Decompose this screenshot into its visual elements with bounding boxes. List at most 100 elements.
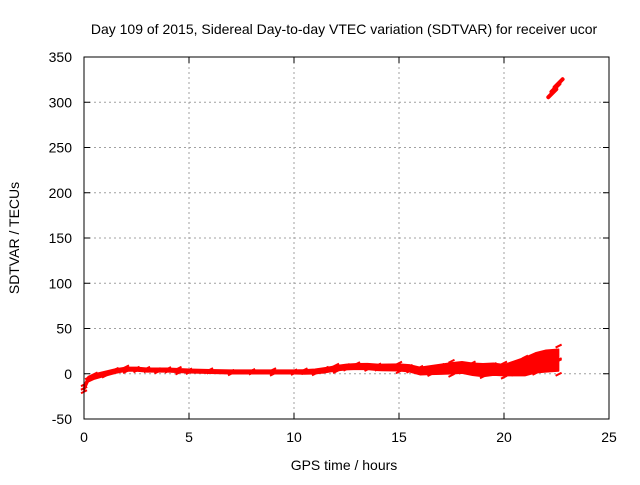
data-point [322,365,329,371]
x-tick-label: 0 [80,429,88,445]
data-point [364,367,371,372]
outlier-point [552,77,565,90]
data-point [248,368,256,373]
data-point [490,370,497,375]
data-point [532,370,539,376]
data-point [269,369,277,375]
data-point [301,367,308,373]
data-point [133,368,140,374]
data-point [395,369,403,375]
data-point [532,357,539,363]
data-point [84,375,92,381]
data-point [416,369,424,375]
plot-frame [83,56,610,420]
data-point [364,363,371,369]
data-point [269,371,277,377]
data-point [353,361,361,367]
data-point [448,365,455,371]
x-tick-label: 5 [185,429,193,445]
y-tick-label: 350 [49,49,73,65]
x-tick-label: 15 [391,429,407,445]
data-point [154,367,161,372]
data-point [374,362,382,368]
data-point [500,374,508,380]
data-point [185,367,193,373]
data-point [154,369,161,375]
y-tick-label: 50 [56,321,72,337]
data-point [406,364,413,369]
x-tick-label: 25 [601,429,617,445]
data-point [84,378,92,384]
data-point [395,360,403,366]
data-point [175,370,182,376]
data-point [374,366,382,372]
data-point [164,368,172,374]
data-point [555,343,563,349]
y-tick-label: -50 [52,411,72,427]
data-point [542,364,550,370]
data-point [101,370,109,376]
data-point [248,370,256,376]
data-point [395,364,403,370]
data-point [206,367,214,372]
data-point [448,372,455,378]
data-point [175,368,182,373]
data-point [143,365,151,371]
data-point [322,369,329,374]
x-tick-label: 10 [286,429,302,445]
data-point [490,362,497,367]
data-point [311,371,319,377]
data-point [301,369,308,375]
tick-labels: 0 5 10 15 20 25 -50 0 50 100 150 200 250 300 350 [49,49,617,445]
data-point [448,358,455,364]
data-point [479,365,487,371]
data-point [555,357,563,363]
data-series-layer [80,77,565,395]
series-band [83,348,560,392]
x-tick-label: 20 [496,429,512,445]
data-point [101,373,109,379]
y-tick-label: 150 [49,230,73,246]
data-point [112,367,119,372]
data-point [185,370,193,375]
data-point [343,363,350,368]
data-point [458,369,466,375]
data-point [469,368,476,373]
x-axis-label: GPS time / hours [291,457,398,473]
data-point [91,371,98,377]
data-point [500,360,508,366]
data-point [269,367,277,372]
data-point [343,366,350,372]
data-point [500,367,508,373]
data-point [437,362,445,368]
data-point [290,368,298,374]
data-point [458,361,466,367]
data-point [133,365,140,371]
data-point [332,369,340,374]
data-point [332,362,340,368]
data-point [164,366,172,372]
y-axis-label: SDTVAR / TECUs [6,182,22,294]
chart-title: Day 109 of 2015, Sidereal Day-to-day VTE… [91,21,598,37]
data-point [521,354,529,360]
y-tick-label: 300 [49,94,73,110]
data-point [227,369,235,374]
data-point [469,360,476,366]
y-tick-label: 200 [49,185,73,201]
data-point [427,366,434,372]
data-point [479,374,487,380]
data-point [91,374,98,380]
y-tick-label: 250 [49,140,73,156]
data-point [122,369,130,374]
grid-lines [84,57,609,419]
data-point [290,370,298,376]
data-point [521,365,529,371]
data-point [416,364,424,370]
y-tick-label: 0 [64,366,72,382]
data-point [175,365,182,371]
data-point [542,349,550,355]
data-point [427,372,434,377]
data-point [555,371,563,377]
